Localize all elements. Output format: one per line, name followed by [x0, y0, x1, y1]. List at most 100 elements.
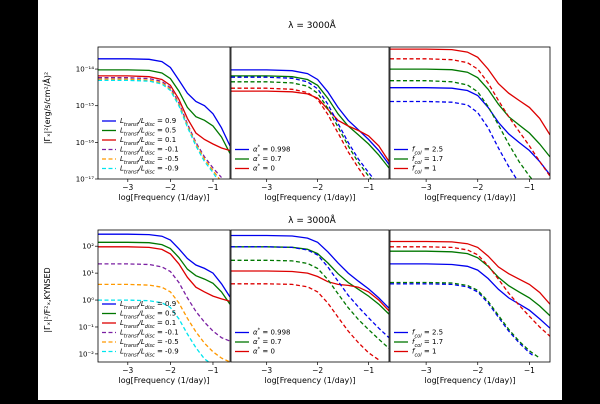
y-tick-label: 10⁻¹⁴ [76, 66, 94, 74]
x-tick-label: −1 [207, 183, 218, 192]
x-tick-label: −2 [472, 183, 483, 192]
series-line [98, 246, 230, 302]
ylabel-bottom: |Γₓ|²/F²ₓ,KYNSED [43, 267, 52, 332]
x-tick-label: −3 [122, 183, 133, 192]
series-line [231, 259, 389, 349]
axes-frame [97, 229, 231, 363]
x-tick-label: −1 [524, 366, 535, 375]
x-axis-label: log[Frequency (1/day)] [424, 193, 515, 202]
legend-entry-label: α* = 0.998 [253, 144, 290, 154]
series-group [390, 240, 550, 359]
series-line [98, 75, 230, 152]
x-axis-label: log[Frequency (1/day)] [118, 193, 209, 202]
x-axis-label: log[Frequency (1/day)] [424, 376, 515, 385]
chart-panel: −3 −2 −1 log[Frequency (1/day)] α* = 0.998α*… [230, 229, 390, 385]
x-tick-label: −3 [122, 366, 133, 375]
x-tick-label: −2 [312, 366, 323, 375]
legend-entry-label: Ltransf/Ldisc = 0.5 [120, 310, 176, 321]
series-line [231, 246, 389, 315]
x-axis-label: log[Frequency (1/day)] [118, 376, 209, 385]
series-line [98, 77, 222, 178]
series-group [98, 233, 230, 362]
y-tick-label: 10⁻² [79, 350, 95, 358]
axes-frame [230, 46, 390, 180]
series-line [390, 100, 518, 179]
legend-entry-label: fcol = 2.5 [412, 329, 443, 340]
series-line [98, 233, 230, 298]
series-line [390, 68, 550, 158]
figure-svg: λ = 3000Å λ = 3000Å |Γₓ|²(erg/s/cm²/Å)² … [41, 19, 551, 385]
series-line [98, 58, 230, 147]
series-line [231, 75, 389, 169]
series-line [390, 281, 541, 359]
legend-entry-label: Ltransf/Ldisc = -0.1 [120, 329, 179, 340]
y-tick-label: 10² [82, 243, 94, 251]
legend-entry-label: fcol = 2.5 [412, 146, 443, 157]
legend-entry-label: α* = 0.7 [253, 337, 282, 347]
series-group [390, 48, 550, 179]
legend-entry-label: Ltransf/Ldisc = 0.5 [120, 127, 176, 138]
axes-frame [230, 229, 390, 363]
x-tick-label: −1 [524, 183, 535, 192]
legend-entry-label: Ltransf/Ldisc = 0.1 [120, 136, 176, 147]
legend-entry-label: Ltransf/Ldisc = 0.9 [120, 117, 176, 128]
series-line [390, 80, 533, 179]
series-line [98, 299, 210, 362]
legend-entry-label: α* = 0.7 [253, 154, 282, 164]
legend-entry-label: fcol = 1.7 [412, 338, 443, 349]
series-line [98, 79, 218, 179]
x-axis-label: log[Frequency (1/day)] [264, 376, 355, 385]
series-line [98, 263, 230, 342]
series-line [390, 58, 550, 177]
series-line [231, 87, 367, 179]
legend-entry-label: Ltransf/Ldisc = 0.9 [120, 300, 176, 311]
series-group [231, 234, 389, 361]
x-tick-label: −2 [472, 366, 483, 375]
series-line [98, 69, 230, 154]
chart-panel: −3 −2 −1 log[Frequency (1/day)] fcol = 2.5 fc… [389, 46, 551, 202]
series-line [231, 69, 389, 165]
x-tick-label: −2 [165, 183, 176, 192]
legend-entry-label: Ltransf/Ldisc = -0.9 [120, 165, 179, 176]
axes-frame [97, 46, 231, 180]
legend-entry-label: Ltransf/Ldisc = -0.9 [120, 348, 179, 359]
series-line [98, 78, 220, 179]
series-line [231, 246, 389, 339]
y-tick-label: 10⁻¹ [79, 323, 95, 331]
x-tick-label: −2 [312, 183, 323, 192]
series-line [390, 263, 550, 329]
legend-entry-label: fcol = 1 [412, 165, 436, 176]
x-tick-label: −3 [261, 366, 272, 375]
series-line [98, 283, 230, 362]
legend-entry-label: α* = 0 [253, 163, 275, 173]
series-line [390, 283, 535, 358]
x-tick-label: −3 [421, 183, 432, 192]
series-line [98, 241, 230, 305]
y-tick-label: 10⁻¹⁵ [76, 102, 94, 110]
axes-frame [389, 46, 551, 180]
series-line [231, 270, 389, 312]
legend-entry-label: fcol = 1 [412, 348, 436, 359]
series-line [231, 76, 375, 179]
x-axis-label: log[Frequency (1/day)] [264, 193, 355, 202]
legend-entry-label: Ltransf/Ldisc = -0.5 [120, 155, 179, 166]
x-tick-label: −1 [363, 366, 374, 375]
series-line [390, 240, 550, 305]
series-line [231, 283, 380, 361]
ylabel-top: |Γₓ|²(erg/s/cm²/Å)² [41, 72, 52, 144]
series-line [231, 81, 372, 179]
row-title-top: λ = 3000Å [288, 19, 336, 31]
series-line [231, 234, 389, 309]
legend-entry-label: Ltransf/Ldisc = -0.5 [120, 338, 179, 349]
y-tick-label: 10⁻¹⁷ [76, 176, 94, 184]
legend-entry-label: Ltransf/Ldisc = -0.1 [120, 146, 179, 157]
